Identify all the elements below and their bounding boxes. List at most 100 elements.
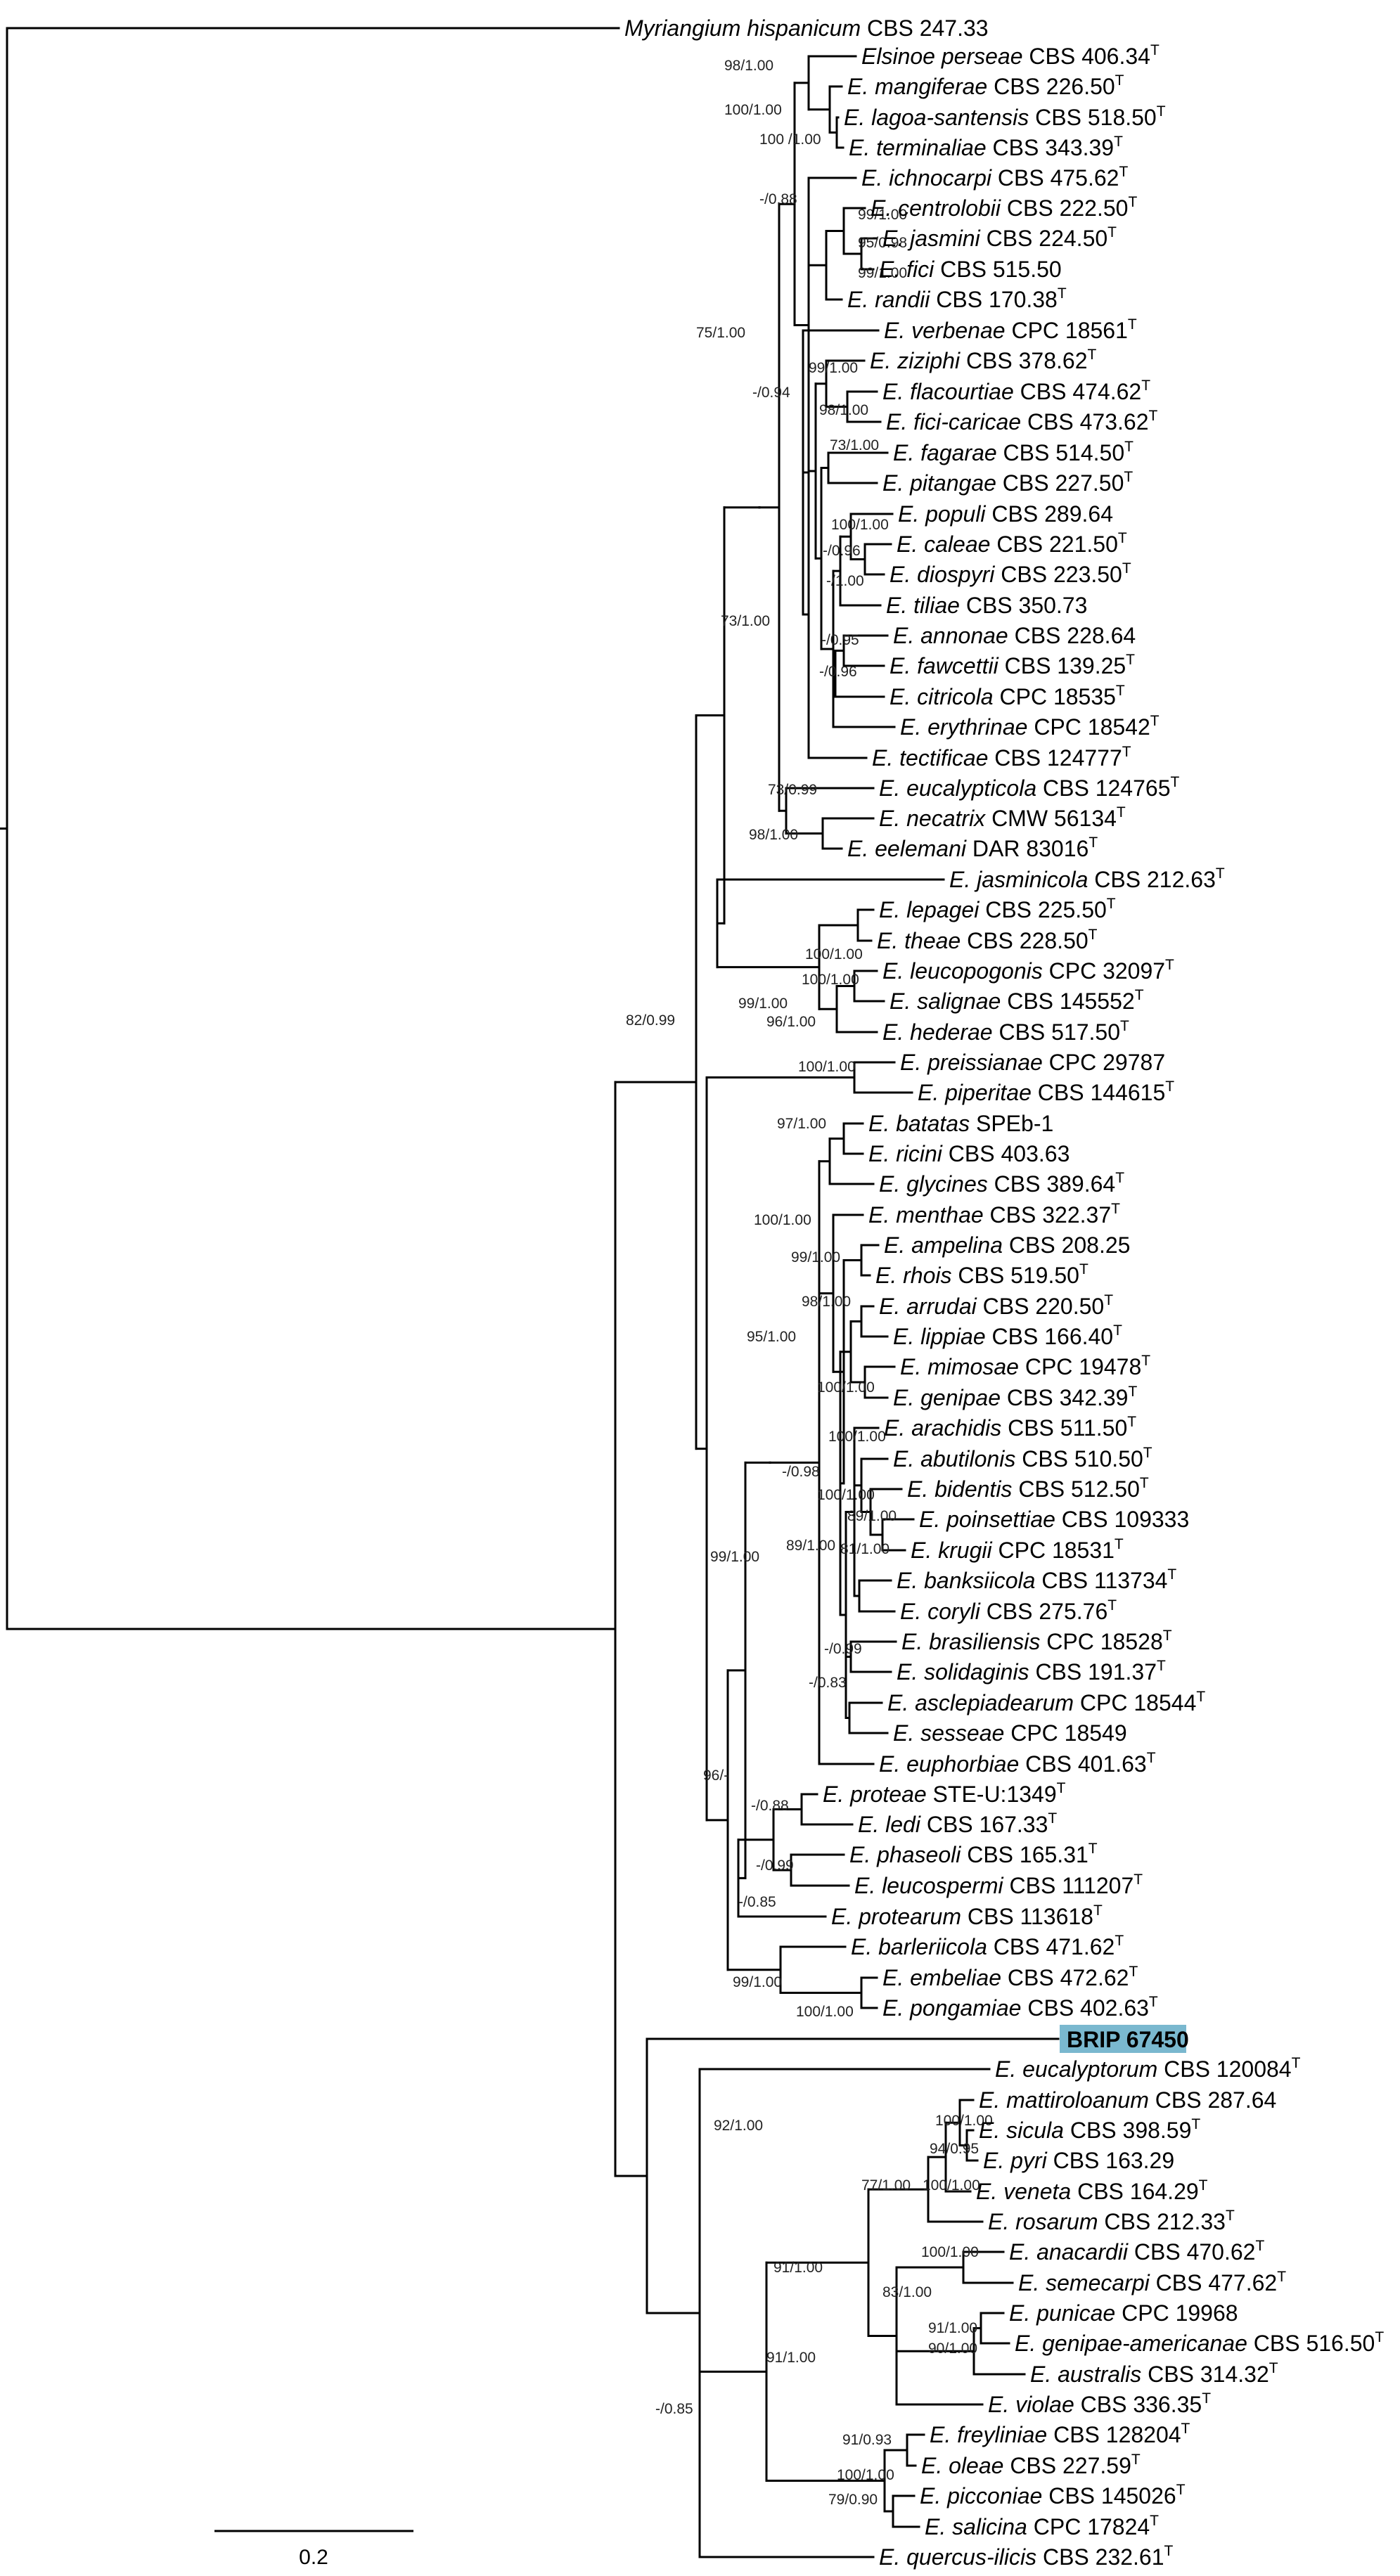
taxon-label-lcs: E. leucospermi CBS 111207T [854,1872,1143,1898]
strain-code: CBS 212.33 [1098,2209,1225,2234]
taxon-name: E. quercus-ilicis [879,2544,1036,2570]
type-marker: T [1149,1994,1158,2010]
type-marker: T [1292,2055,1301,2071]
type-marker: T [1115,1170,1124,1186]
taxon-label-prt: E. protearum CBS 113618T [831,1902,1103,1929]
strain-code: CBS 144615 [1032,1080,1165,1105]
type-marker: T [1134,1872,1143,1888]
strain-code: CBS 472.62 [1001,1965,1129,1990]
support-value: 94/0.95 [930,2141,979,2157]
strain-code: CBS 227.50 [996,470,1124,496]
taxon-name: Myriangium hispanicum [624,15,861,41]
support-value: -/0.88 [759,191,797,207]
type-marker: T [1113,1322,1122,1339]
type-marker: T [1058,285,1067,302]
support-value: 73/1.00 [830,437,879,453]
type-marker: T [1128,194,1137,210]
support-value: -/0.94 [752,385,790,401]
type-marker: T [1115,72,1124,89]
taxon-name: E. oleae [921,2453,1003,2478]
taxon-label-cit: E. citricola CPC 18535T [890,683,1125,709]
support-value: 73/0.99 [768,782,817,798]
support-value: 79/0.90 [828,2492,878,2508]
taxon-label-pit: E. pitangae CBS 227.50T [882,469,1133,496]
type-marker: T [1135,987,1144,1003]
taxon-name: E. fici [879,257,935,282]
support-value: 100/1.00 [921,2244,979,2260]
taxon-label-pro: E. proteae STE-U:1349T [823,1780,1066,1807]
taxon-label-cal: E. caleae CBS 221.50T [897,530,1127,557]
type-marker: T [1277,2269,1286,2285]
strain-code: CBS 515.50 [934,257,1061,282]
scale-bar-label: 0.2 [299,2546,328,2569]
support-value: 83/1.00 [882,2284,932,2300]
taxon-name: E. necatrix [879,806,986,831]
strain-code: CBS 113734 [1035,1568,1167,1593]
support-value: 98/1.00 [724,58,773,74]
taxon-label-eut: E. eucalyptorum CBS 120084T [995,2055,1301,2082]
taxon-label-ery: E. erythrinae CPC 18542T [900,713,1160,740]
taxon-name: Elsinoe perseae [861,44,1022,69]
type-marker: T [1088,927,1098,943]
strain-code: CBS 227.59 [1003,2453,1131,2478]
support-value: -/0.99 [824,1641,862,1657]
taxon-label-pha: E. phaseoli CBS 165.31T [849,1841,1098,1867]
type-marker: T [1118,530,1127,546]
support-value: 100/1.00 [831,517,889,533]
taxon-name: E. hederae [882,1019,993,1045]
support-value: 100/1.00 [796,2004,854,2020]
strain-code: CBS 145026 [1042,2483,1176,2509]
taxon-name: E. genipae [893,1385,1001,1410]
strain-code: SPEb-1 [970,1111,1053,1136]
taxon-name: E. australis [1030,2362,1141,2387]
support-value: 100/1.00 [724,102,782,118]
support-value: 82/0.99 [626,1012,675,1029]
taxon-label-bid: E. bidentis CBS 512.50T [907,1475,1149,1502]
support-value: -/0.96 [823,543,861,559]
taxon-label-man: E. mangiferae CBS 226.50T [847,72,1124,99]
taxon-name: E. pyri [983,2148,1048,2173]
taxon-label-gly: E. glycines CBS 389.64T [879,1170,1124,1197]
taxon-label-til: E. tiliae CBS 350.73 [886,593,1087,618]
taxon-name: E. piperitae [918,1080,1032,1105]
support-value: 99/1.00 [858,207,907,223]
type-marker: T [1150,713,1160,729]
support-value: -/0.98 [782,1464,820,1480]
type-marker: T [1157,1658,1166,1674]
taxon-label-pre: E. preissianae CPC 29787 [900,1050,1165,1075]
strain-code: CBS 517.50 [993,1019,1120,1045]
taxon-label-ann: E. annonae CBS 228.64 [893,623,1136,648]
taxon-name: E. brasiliensis [901,1629,1040,1654]
type-marker: T [1164,2543,1174,2559]
taxon-name: E. arachidis [884,1415,1001,1441]
strain-code: CBS 287.64 [1149,2087,1276,2113]
strain-code: CPC 19968 [1115,2300,1238,2326]
type-marker: T [1093,1902,1103,1919]
taxon-label-bar: E. barleriicola CBS 471.62T [851,1933,1124,1959]
type-marker: T [1150,2513,1159,2529]
taxon-name: E. sesseae [893,1720,1004,1746]
taxon-name: E. coryli [900,1599,981,1624]
strain-code: CBS 223.50 [994,562,1122,587]
type-marker: T [1269,2360,1278,2376]
support-value: 77/1.00 [861,2177,911,2194]
taxon-name: E. barleriicola [851,1934,987,1959]
tree-branches [0,27,1060,2558]
support-value: 98/1.00 [819,402,868,418]
taxon-name: E. abutilonis [893,1446,1015,1471]
taxon-name: E. rosarum [988,2209,1098,2234]
taxon-label-lep: E. lepagei CBS 225.50T [879,896,1116,922]
taxon-name: E. lepagei [879,897,980,922]
taxon-label-fcc: E. fici-caricae CBS 473.62T [886,408,1158,434]
support-value: 91/1.00 [773,2260,823,2276]
taxon-name: E. verbenae [884,318,1006,343]
strain-code: CBS 389.64 [988,1171,1115,1197]
type-marker: T [1122,560,1131,577]
taxon-name: E. randii [847,287,930,312]
taxon-name: E. veneta [976,2179,1071,2204]
taxon-label-fre: E. freyliniae CBS 128204T [930,2421,1190,2447]
taxon-name: E. semecarpi [1018,2270,1150,2295]
type-marker: T [1127,1414,1136,1430]
strain-code: CBS 510.50 [1015,1446,1143,1471]
taxon-label-ole: E. oleae CBS 227.59T [921,2452,1141,2478]
